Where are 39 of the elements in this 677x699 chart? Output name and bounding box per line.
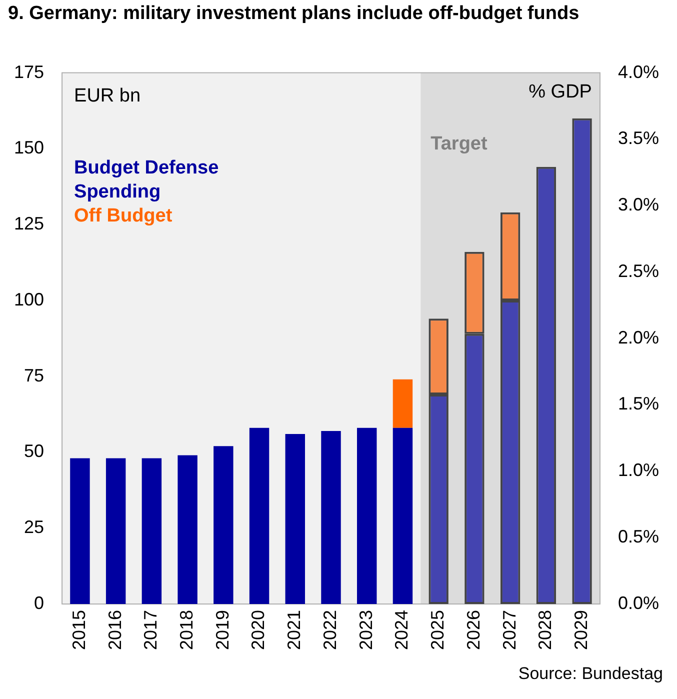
y2-tick-label: 0.5% <box>618 526 660 547</box>
y2-tick-label: 4.0% <box>618 62 660 82</box>
x-tick-label: 2018 <box>176 610 197 650</box>
y2-axis-title: % GDP <box>528 82 592 103</box>
x-tick-label: 2019 <box>212 610 232 650</box>
x-tick-label: 2016 <box>104 610 125 650</box>
text: Off Budget <box>74 206 173 227</box>
y2-tick-label: 2.5% <box>618 260 660 281</box>
x-tick-label: 2020 <box>248 610 268 650</box>
chart-title: 9. Germany: military investment plans include off-budget funds <box>8 2 580 25</box>
band-label: Target <box>430 134 488 155</box>
x-tick-label: 2024 <box>392 610 412 650</box>
y-tick-label: 125 <box>14 214 44 234</box>
x-tick-label: 2015 <box>68 610 89 650</box>
y2-tick-label: 0.0% <box>618 592 660 613</box>
x-tick-label: 2028 <box>535 610 556 650</box>
y2-tick-label: 1.5% <box>618 394 660 414</box>
x-tick-label: 2022 <box>320 610 340 650</box>
x-tick-label: 2021 <box>284 610 304 650</box>
source-note: Source: Bundestag <box>518 664 663 684</box>
y-tick-label: 50 <box>24 441 44 462</box>
y2-tick-label: 3.5% <box>618 128 660 148</box>
y-tick-label: 100 <box>14 289 44 310</box>
x-tick-label: 2017 <box>140 610 161 650</box>
y-tick-label: 175 <box>14 62 44 82</box>
x-tick-label: 2027 <box>499 610 520 650</box>
x-tick-label: 2029 <box>571 610 592 650</box>
y-axis-title: EUR bn <box>74 86 141 107</box>
x-tick-label: 2023 <box>356 610 376 650</box>
y-tick-label: 150 <box>14 138 44 158</box>
text: Budget Defense Spending <box>74 158 219 203</box>
y2-tick-label: 2.0% <box>618 327 660 348</box>
y2-tick-label: 1.0% <box>618 460 660 480</box>
y2-tick-label: 3.0% <box>618 194 660 215</box>
y-tick-label: 75 <box>24 365 44 386</box>
x-tick-label: 2026 <box>463 610 484 650</box>
y-tick-label: 0 <box>34 592 44 613</box>
x-tick-label: 2025 <box>428 610 448 650</box>
y-tick-label: 25 <box>24 517 44 538</box>
